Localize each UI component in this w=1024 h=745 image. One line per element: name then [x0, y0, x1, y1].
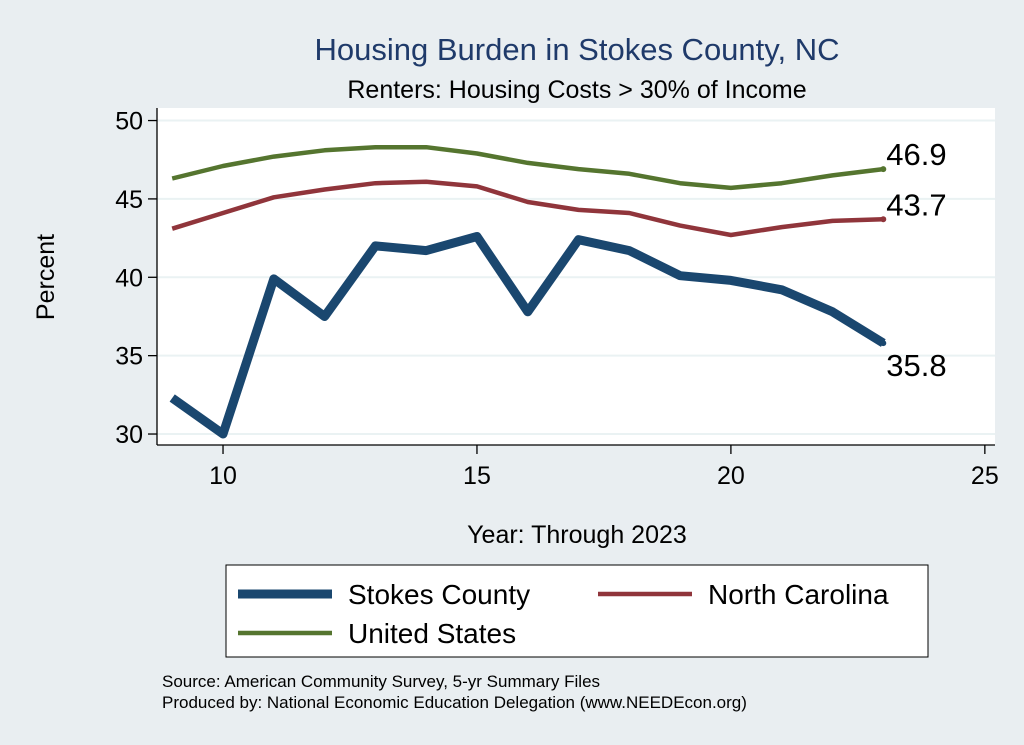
- series-lines: [169, 144, 887, 439]
- x-tick-label-15: 15: [463, 462, 491, 490]
- legend-label-stokes-county: Stokes County: [348, 579, 530, 610]
- y-tick-label-30: 30: [115, 421, 143, 449]
- y-tick-label-45: 45: [115, 186, 143, 214]
- end-point-united-states: [880, 166, 887, 173]
- end-point-north-carolina: [880, 216, 887, 223]
- series-line-united-states: [171, 144, 884, 191]
- end-labels: 46.9 43.7 35.8: [886, 137, 946, 383]
- x-tick-label-20: 20: [717, 462, 745, 490]
- series-line-stokes-county: [169, 232, 886, 439]
- legend-label-united-states: United States: [348, 618, 516, 649]
- legend: Stokes County North Carolina United Stat…: [225, 564, 929, 658]
- y-axis-title: Percent: [32, 234, 60, 320]
- x-axis-title: Year: Through 2023: [467, 521, 687, 549]
- chart-title: Housing Burden in Stokes County, NC: [315, 32, 840, 67]
- x-tick-label-25: 25: [971, 462, 999, 490]
- x-tick-label-10: 10: [209, 462, 237, 490]
- grid-lines: [157, 119, 995, 436]
- y-tick-label-50: 50: [115, 108, 143, 136]
- y-tick-label-40: 40: [115, 264, 143, 292]
- producer-note: Produced by: National Economic Education…: [162, 693, 747, 712]
- chart-subtitle: Renters: Housing Costs > 30% of Income: [347, 76, 806, 104]
- source-note: Source: American Community Survey, 5-yr …: [162, 672, 600, 691]
- axes: 30 35 40 45 50 10 15 20 25: [115, 108, 999, 490]
- end-label-north-carolina: 43.7: [886, 187, 946, 222]
- y-tick-label-35: 35: [115, 343, 143, 371]
- end-label-united-states: 46.9: [886, 137, 946, 172]
- end-label-stokes-county: 35.8: [886, 348, 946, 383]
- series-line-north-carolina: [171, 179, 884, 238]
- end-point-stokes-county: [880, 340, 887, 347]
- legend-box: [225, 564, 929, 658]
- legend-label-north-carolina: North Carolina: [708, 579, 889, 610]
